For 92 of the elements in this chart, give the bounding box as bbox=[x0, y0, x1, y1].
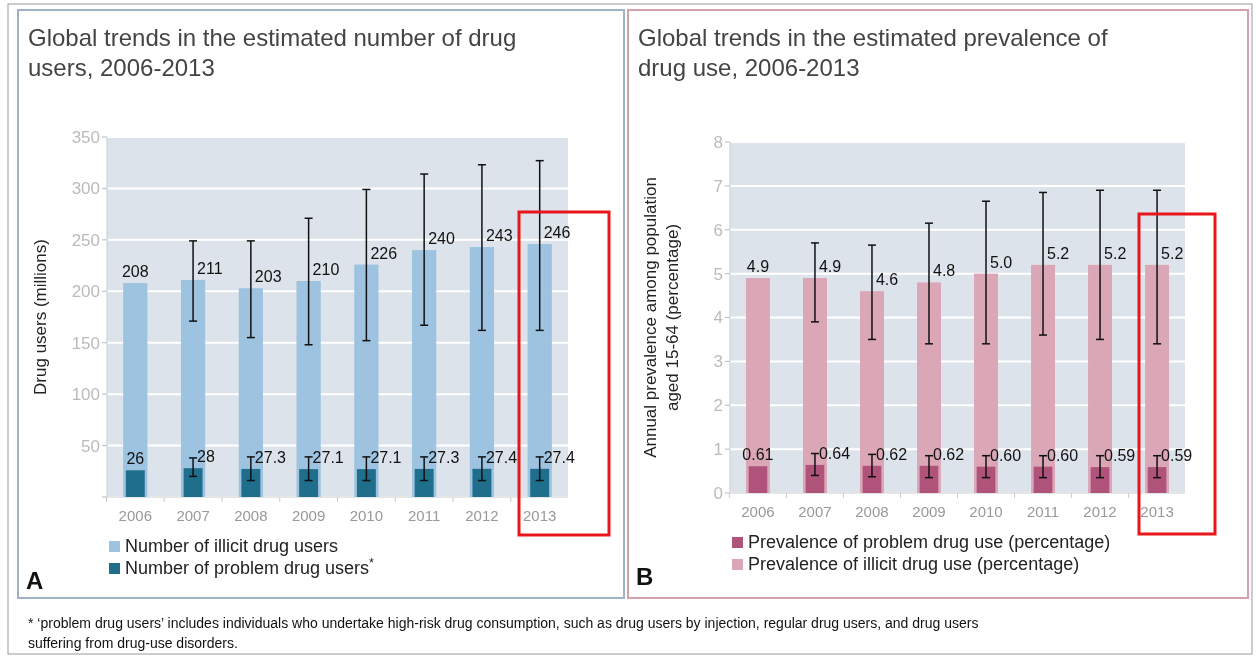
data-label: 26 bbox=[126, 450, 145, 468]
data-label: 27.3 bbox=[254, 448, 287, 466]
y-tick-label: 8 bbox=[713, 132, 723, 152]
bar bbox=[356, 469, 376, 497]
data-label: 0.64 bbox=[818, 444, 851, 462]
y-tick-label: 200 bbox=[71, 282, 100, 302]
bar bbox=[805, 464, 825, 493]
y-tick-label: 100 bbox=[71, 385, 100, 405]
x-tick-label: 2012 bbox=[465, 507, 499, 524]
data-label: 5.2 bbox=[1047, 244, 1070, 262]
data-label: 4.9 bbox=[818, 258, 842, 276]
x-tick-label: 2012 bbox=[1083, 503, 1117, 520]
data-label: 27.4 bbox=[485, 448, 518, 466]
y-tick-label: 5 bbox=[713, 264, 723, 284]
data-label: 0.61 bbox=[742, 446, 774, 464]
bar bbox=[183, 468, 203, 497]
legend-label: Prevalence of problem drug use (percentage) bbox=[748, 532, 1111, 552]
x-tick-label: 2007 bbox=[176, 507, 210, 524]
bar bbox=[862, 465, 882, 493]
data-label: 208 bbox=[121, 263, 149, 281]
y-tick-label: 7 bbox=[713, 176, 723, 196]
legend-label: Prevalence of illicit drug use (percentage) bbox=[748, 554, 1080, 574]
y-tick-label: 6 bbox=[713, 220, 723, 240]
data-label: 4.6 bbox=[875, 271, 899, 289]
data-label: 5.2 bbox=[1161, 244, 1184, 262]
x-tick-label: 2013 bbox=[523, 507, 557, 524]
y-tick-label: 350 bbox=[71, 127, 100, 147]
y-tick-label: 4 bbox=[713, 308, 723, 328]
y-tick-label: 250 bbox=[71, 230, 100, 250]
data-label: 0.59 bbox=[1161, 447, 1193, 465]
data-label: 5.2 bbox=[1104, 244, 1127, 262]
y-tick-label: 3 bbox=[713, 352, 723, 372]
bar bbox=[472, 468, 492, 497]
data-label: 211 bbox=[197, 259, 223, 277]
data-label: 27.3 bbox=[428, 448, 460, 466]
x-tick-label: 2006 bbox=[741, 503, 775, 520]
data-label: 0.60 bbox=[1047, 446, 1079, 464]
chart-title: Global trends in the estimated prevalence of drug use, 2006-2013 bbox=[638, 24, 1108, 81]
y-tick-label: 2 bbox=[713, 396, 723, 416]
data-label: 210 bbox=[312, 261, 340, 278]
chart-title: Global trends in the estimated number of drug users, 2006-2013 bbox=[28, 24, 517, 81]
bar bbox=[530, 468, 550, 497]
data-label: 28 bbox=[197, 448, 215, 466]
bar bbox=[241, 468, 261, 497]
x-tick-label: 2010 bbox=[349, 507, 384, 524]
bar bbox=[125, 470, 145, 497]
data-label: 27.1 bbox=[312, 449, 344, 467]
x-tick-label: 2010 bbox=[969, 503, 1003, 520]
x-tick-label: 2008 bbox=[855, 503, 889, 520]
x-tick-label: 2011 bbox=[408, 507, 441, 524]
bar bbox=[748, 466, 768, 493]
data-label: 27.1 bbox=[370, 449, 402, 467]
bar bbox=[1090, 467, 1110, 493]
y-tick-label: 1 bbox=[713, 440, 723, 460]
legend-label: Number of problem drug users$^{*}$ bbox=[125, 556, 375, 578]
bar bbox=[123, 283, 148, 497]
x-tick-label: 2011 bbox=[1026, 503, 1060, 520]
text: B bbox=[636, 563, 654, 590]
data-label: 0.62 bbox=[875, 445, 908, 463]
y-tick-label: 50 bbox=[81, 436, 100, 456]
data-label: 240 bbox=[428, 230, 455, 248]
text: * ‘problem drug users’ includes individuals who undertake high-risk drug consumption, such as drug users by injection, regular drug users, and drug users suffering from drug-use disorders. bbox=[28, 615, 979, 651]
x-tick-label: 2008 bbox=[234, 507, 268, 524]
data-label: 0.59 bbox=[1104, 447, 1136, 465]
data-label: 203 bbox=[254, 268, 282, 286]
data-label: 0.60 bbox=[990, 446, 1022, 464]
bar bbox=[1147, 467, 1167, 493]
x-tick-label: 2013 bbox=[1140, 503, 1174, 520]
data-label: 246 bbox=[543, 223, 571, 241]
bar bbox=[299, 469, 319, 497]
y-axis-title: Drug users (millions) bbox=[31, 239, 50, 395]
text: A bbox=[26, 567, 44, 594]
y-tick-label: 0 bbox=[713, 483, 723, 503]
bar bbox=[1033, 466, 1053, 493]
y-tick-label: 300 bbox=[71, 179, 100, 199]
x-tick-label: 2007 bbox=[798, 503, 832, 520]
data-label: 243 bbox=[485, 227, 513, 245]
x-tick-label: 2006 bbox=[118, 507, 152, 524]
data-label: 0.62 bbox=[932, 445, 965, 463]
y-axis-title: Annual prevalence among population aged 15-64 (percentage) bbox=[641, 177, 682, 458]
legend-label: Number of illicit drug users bbox=[125, 536, 339, 556]
x-tick-label: 2009 bbox=[291, 507, 326, 524]
x-tick-label: 2009 bbox=[912, 503, 946, 520]
y-tick-label: 150 bbox=[71, 333, 100, 353]
bar bbox=[414, 468, 434, 497]
data-label: 27.4 bbox=[543, 448, 575, 466]
data-label: 4.8 bbox=[932, 262, 956, 280]
data-label: 5.0 bbox=[990, 253, 1013, 271]
bar bbox=[976, 466, 996, 493]
bar bbox=[919, 465, 939, 493]
data-label: 4.9 bbox=[746, 258, 770, 276]
data-label: 226 bbox=[370, 244, 398, 262]
